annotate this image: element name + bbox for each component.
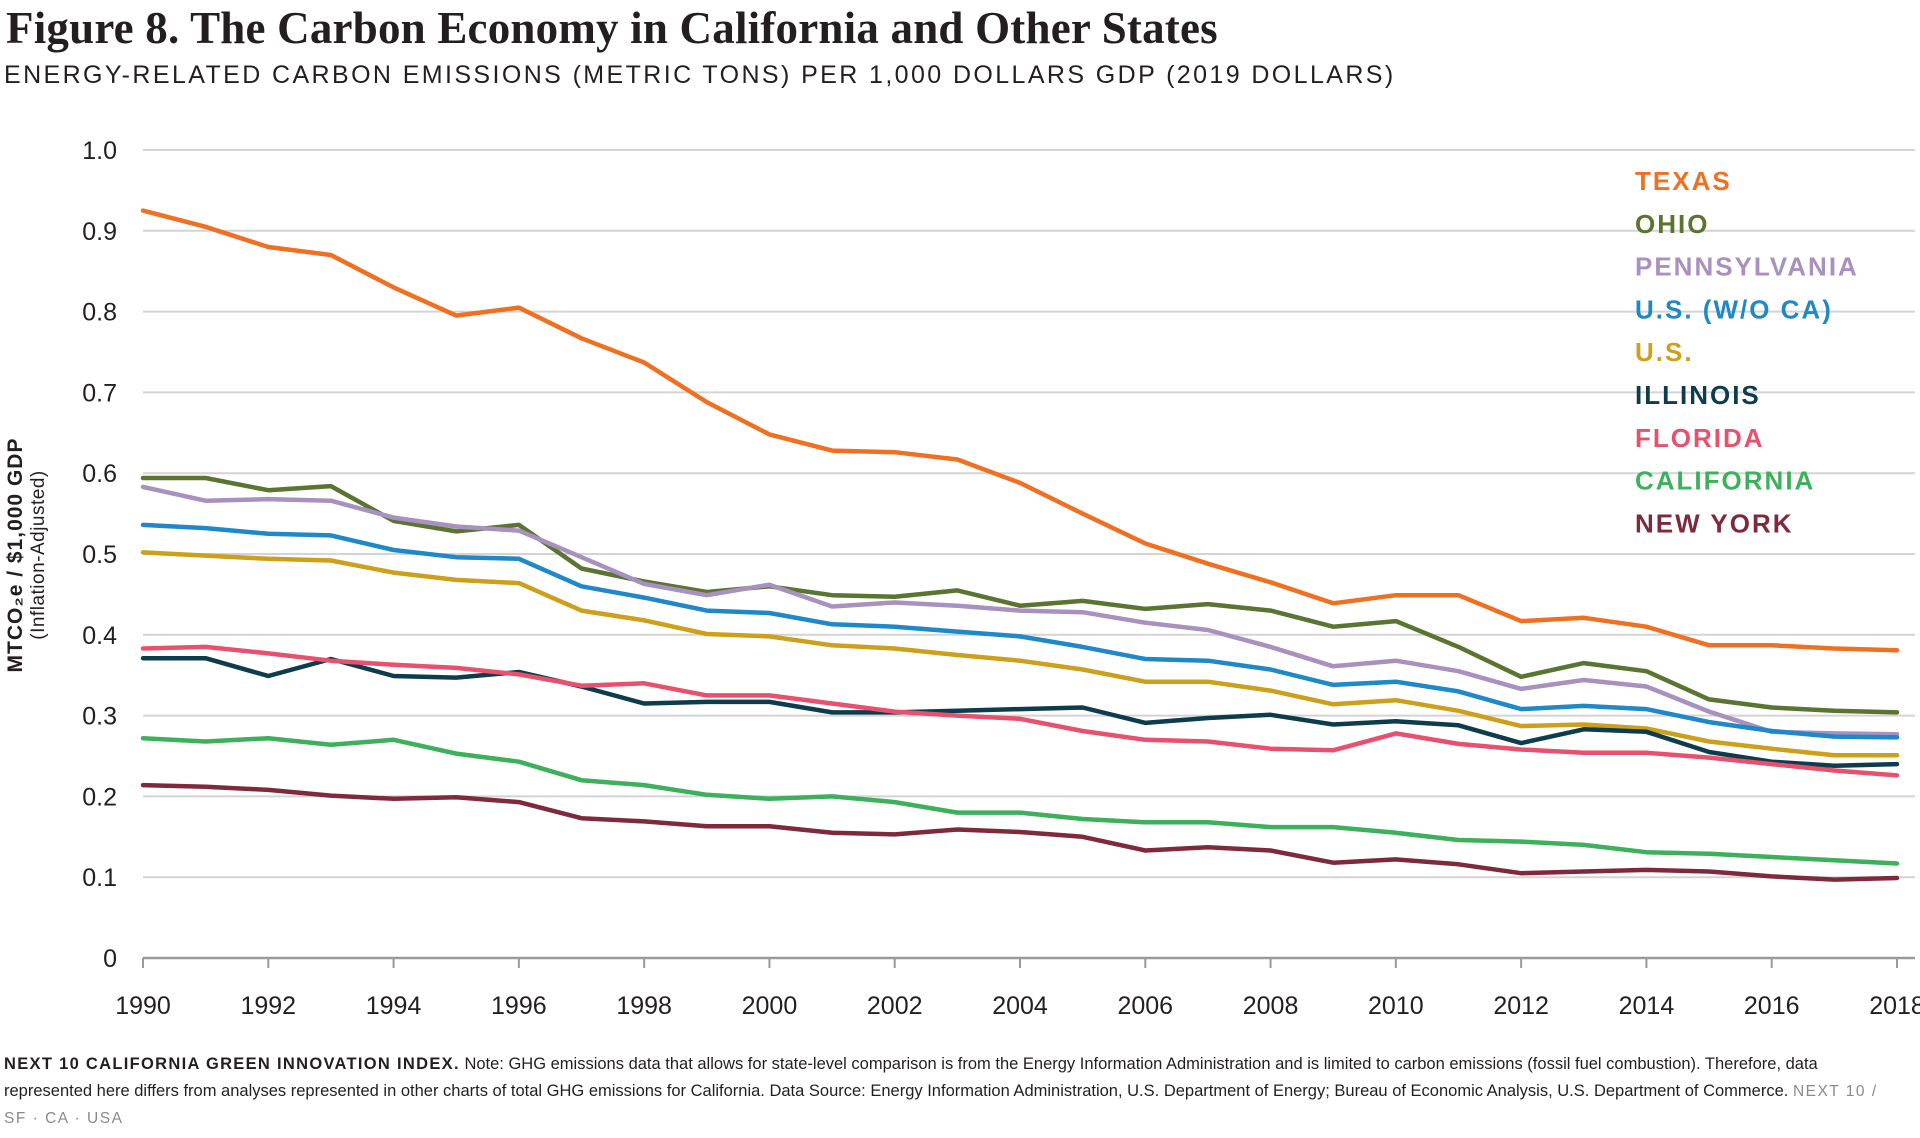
y-tick-label: 1.0 — [82, 137, 117, 165]
legend-item-u-s-w-o-ca: U.S. (W/O CA) — [1635, 294, 1833, 324]
y-axis-label: MTCO₂e / $1,000 GDP — [4, 438, 27, 673]
x-tick-label: 2002 — [867, 992, 923, 1020]
series-line-pennsylvania — [140, 484, 1900, 737]
series-line-u-s — [140, 550, 1900, 758]
y-tick-label: 0 — [103, 945, 117, 973]
series-line-california — [140, 735, 1900, 866]
x-tick-label: 1996 — [491, 992, 547, 1020]
y-tick-label: 0.9 — [82, 218, 117, 246]
legend-item-ohio: OHIO — [1635, 209, 1709, 239]
series-line-illinois — [140, 655, 1900, 768]
y-tick-label: 0.1 — [82, 864, 117, 892]
x-tick-label: 2006 — [1117, 992, 1173, 1020]
x-tick-label: 1998 — [616, 992, 672, 1020]
series-line-texas — [140, 208, 1900, 653]
y-tick-label: 0.3 — [82, 703, 117, 731]
legend-item-pennsylvania: PENNSYLVANIA — [1635, 252, 1859, 282]
x-tick-label: 2000 — [742, 992, 798, 1020]
y-tick-label: 0.2 — [82, 783, 117, 811]
x-tick-label: 2012 — [1493, 992, 1549, 1020]
note-footer: NEXT 10 / SF · CA · USA — [4, 1083, 1878, 1127]
legend-item-texas: TEXAS — [1635, 166, 1732, 196]
series-line-florida — [140, 644, 1900, 778]
legend-item-florida: FLORIDA — [1635, 423, 1765, 453]
legend-item-new-york: NEW YORK — [1635, 508, 1794, 538]
figure-subtitle: ENERGY-RELATED CARBON EMISSIONS (METRIC … — [4, 61, 1396, 89]
series-line-u-s-w-o-ca — [140, 522, 1900, 740]
x-tick-label: 1992 — [240, 992, 296, 1020]
y-tick-label: 0.4 — [82, 622, 117, 650]
x-tick-label: 2018 — [1869, 992, 1920, 1020]
x-tick-label: 2008 — [1243, 992, 1299, 1020]
figure-title: Figure 8. The Carbon Economy in Californ… — [6, 3, 1218, 53]
x-tick-label: 2010 — [1368, 992, 1424, 1020]
y-tick-label: 0.5 — [82, 541, 117, 569]
source-note: NEXT 10 CALIFORNIA GREEN INNOVATION INDE… — [4, 1051, 1904, 1132]
x-tick-label: 1990 — [115, 992, 171, 1020]
y-tick-label: 0.8 — [82, 299, 117, 327]
legend-item-california: CALIFORNIA — [1635, 466, 1815, 496]
note-text: Note: GHG emissions data that allows for… — [4, 1055, 1818, 1100]
y-tick-label: 0.6 — [82, 460, 117, 488]
series-line-ohio — [140, 475, 1900, 715]
x-tick-label: 1994 — [366, 992, 422, 1020]
legend-item-illinois: ILLINOIS — [1635, 380, 1761, 410]
series-line-new-york — [140, 782, 1900, 882]
y-tick-label: 0.7 — [82, 379, 117, 407]
y-axis-sublabel: (Inflation-Adjusted) — [28, 470, 49, 639]
x-tick-label: 2016 — [1744, 992, 1800, 1020]
x-tick-label: 2004 — [992, 992, 1048, 1020]
x-tick-label: 2014 — [1619, 992, 1675, 1020]
note-brand: NEXT 10 CALIFORNIA GREEN INNOVATION INDE… — [4, 1055, 460, 1073]
legend-item-u-s: U.S. — [1635, 337, 1694, 367]
